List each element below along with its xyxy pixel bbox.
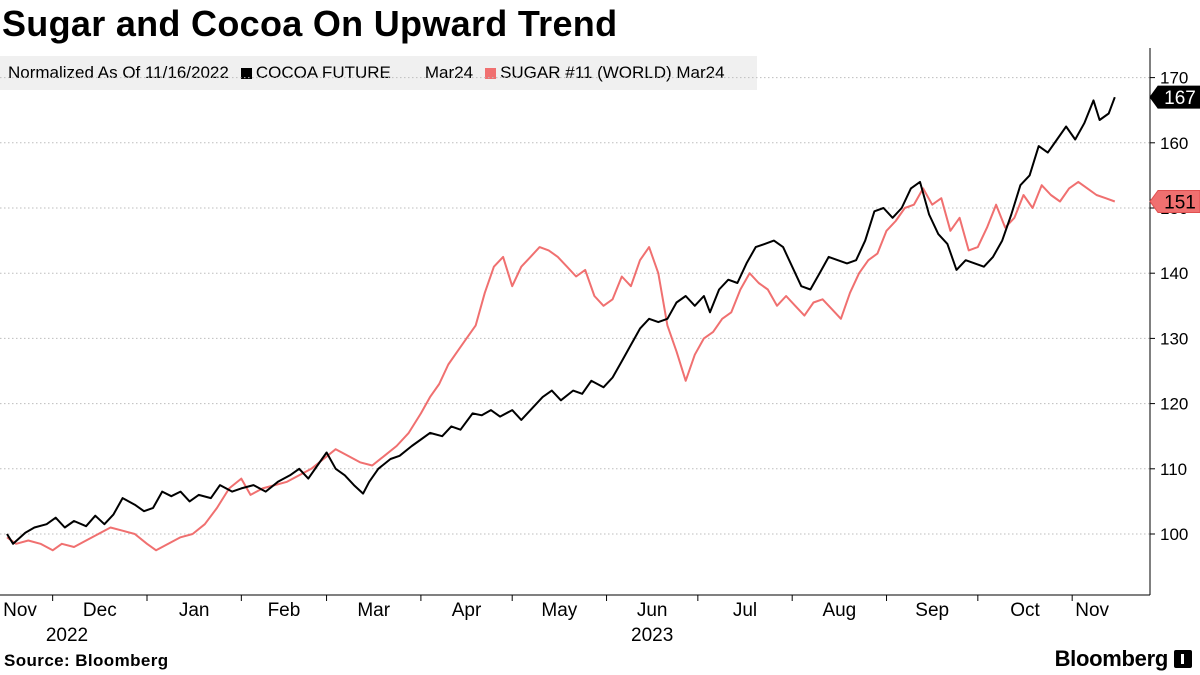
x-tick-label-nov-0: Nov	[3, 600, 37, 621]
x-tick-label-jan-2: Jan	[179, 600, 210, 621]
series-line-sugar	[6, 180, 1116, 552]
x-tick-label-sep-10: Sep	[915, 600, 949, 621]
y-tick-label-130: 130	[1160, 329, 1188, 348]
last-value-label-cocoa: 167	[1164, 88, 1196, 109]
y-tick-label-100: 100	[1160, 525, 1188, 544]
x-year-label-2022: 2022	[46, 625, 88, 646]
x-tick-label-aug-9: Aug	[822, 600, 856, 621]
x-tick-label-feb-3: Feb	[268, 600, 301, 621]
y-tick-label-170: 170	[1160, 69, 1188, 88]
source-note: Source: Bloomberg	[4, 651, 169, 670]
y-tick-label-120: 120	[1160, 395, 1188, 414]
x-tick-label-dec-1: Dec	[83, 600, 117, 621]
x-year-label-2023: 2023	[631, 625, 673, 646]
x-tick-label-jul-8: Jul	[733, 600, 757, 621]
last-value-flag-cocoa	[1149, 85, 1200, 109]
bloomberg-logo: Bloomberg	[1055, 646, 1192, 672]
last-value-flag-sugar	[1149, 189, 1200, 213]
bloomberg-mark-icon	[1174, 650, 1192, 668]
y-tick-label-110: 110	[1160, 460, 1187, 479]
last-value-label-sugar: 151	[1164, 192, 1196, 213]
legend-normalized-note: Normalized As Of 11/16/2022	[8, 63, 229, 82]
brand-text: Bloomberg	[1054, 646, 1169, 671]
x-tick-label-apr-5: Apr	[452, 600, 482, 621]
x-tick-label-may-6: May	[541, 600, 577, 621]
legend-swatch-sugar	[485, 67, 497, 79]
legend-swatch-cocoa	[240, 67, 252, 79]
y-tick-label-140: 140	[1160, 264, 1188, 283]
series-line-cocoa	[6, 96, 1116, 545]
chart-title: Sugar and Cocoa On Upward Trend	[2, 3, 618, 44]
x-tick-label-oct-11: Oct	[1010, 600, 1040, 621]
x-tick-label-mar-4: Mar	[357, 600, 390, 621]
x-tick-label-nov-12: Nov	[1075, 600, 1109, 621]
x-tick-label-jun-7: Jun	[637, 600, 668, 621]
y-tick-label-160: 160	[1160, 134, 1188, 153]
